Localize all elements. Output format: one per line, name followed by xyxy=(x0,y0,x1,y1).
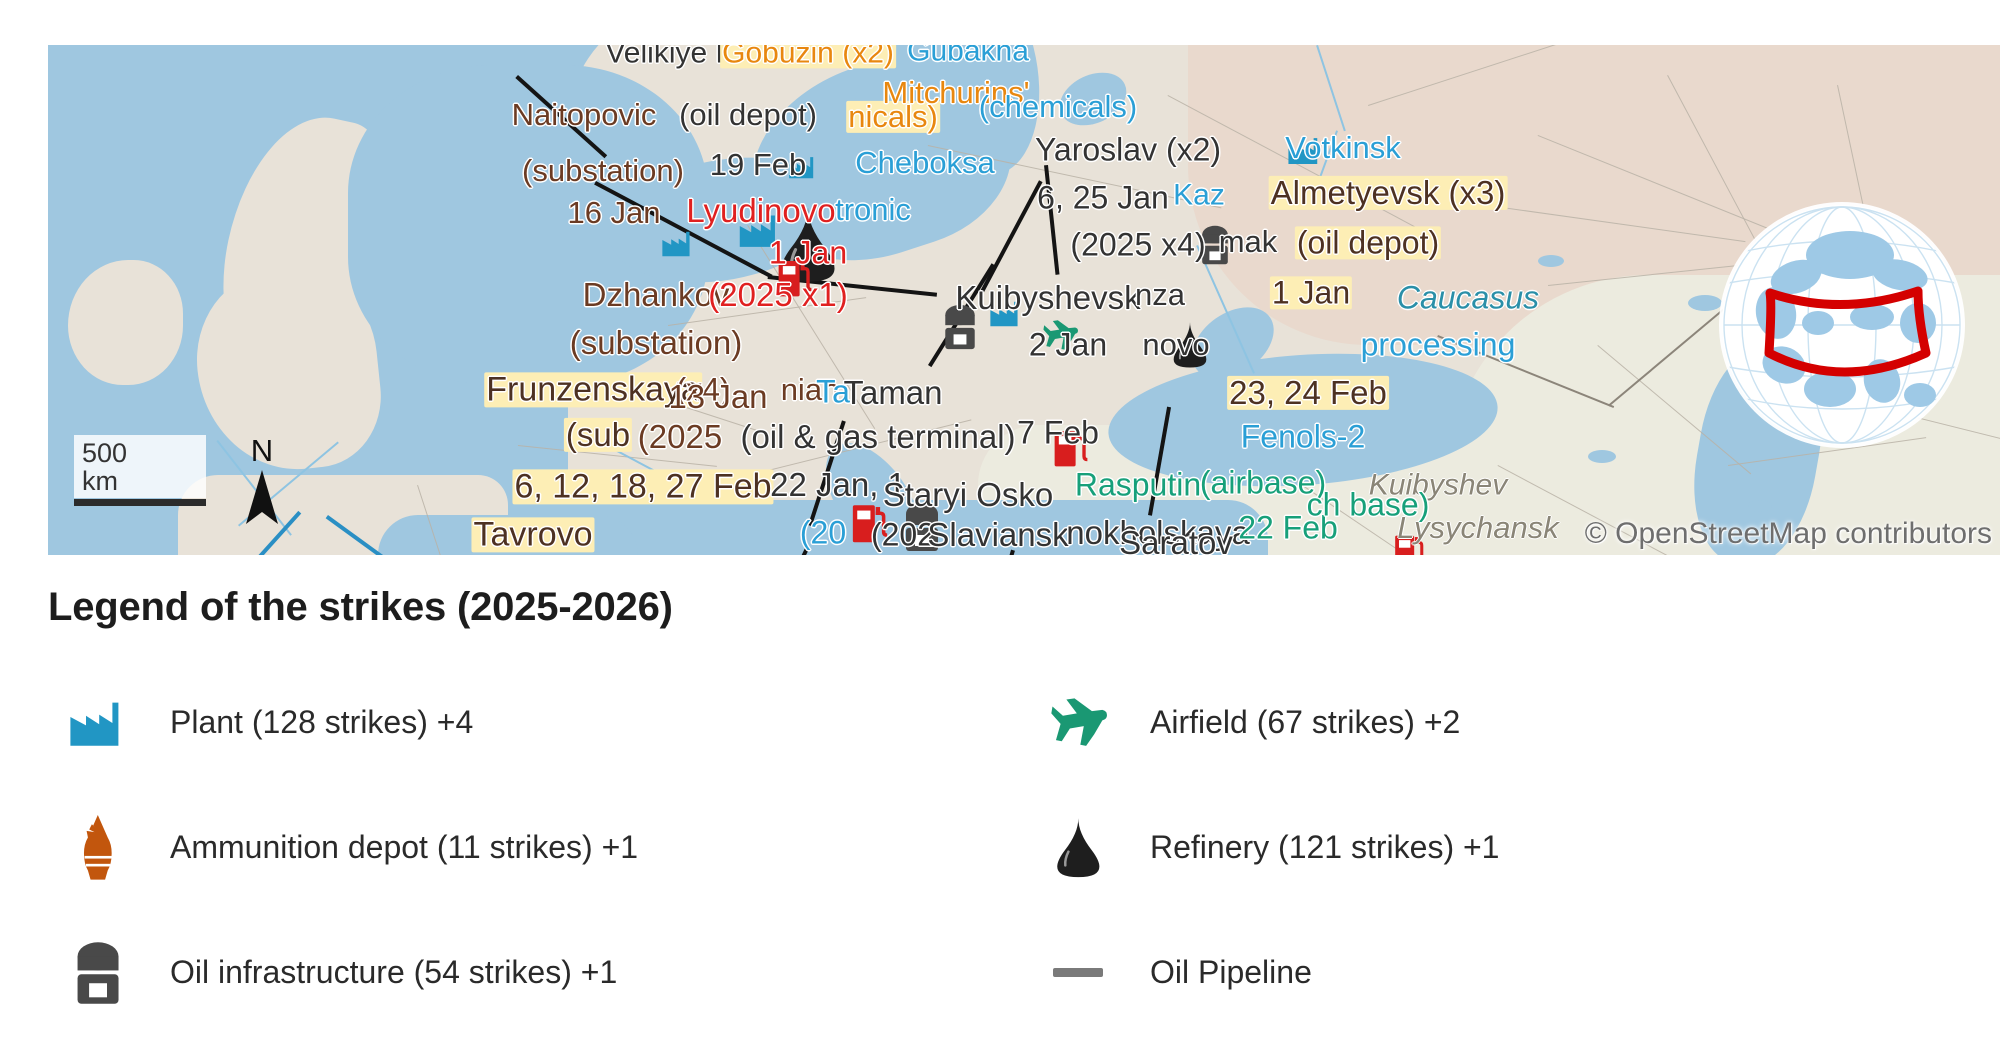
bomb-icon xyxy=(60,814,136,881)
legend-item[interactable]: Oil infrastructure (54 strikes) +1 xyxy=(60,910,960,1035)
north-arrow: N xyxy=(238,435,286,533)
legend-title: Legend of the strikes (2025-2026) xyxy=(48,585,673,629)
legend-item-label: Refinery (121 strikes) +1 xyxy=(1150,829,1500,865)
oil-tank-icon xyxy=(60,941,136,1005)
legend-column-right: Airfield (67 strikes) +2 Refinery (121 st… xyxy=(1040,660,1940,1035)
map-marker-plant[interactable] xyxy=(989,300,1023,327)
map-marker-plant[interactable] xyxy=(738,213,782,248)
legend-column-left: Plant (128 strikes) +4 Ammunition depot (… xyxy=(60,660,960,1035)
north-arrow-label: N xyxy=(250,433,274,468)
scale-bar-unit: km xyxy=(82,466,118,497)
map-marker-refinery-drop[interactable] xyxy=(1173,321,1208,369)
pipeline-icon xyxy=(1040,968,1116,977)
legend-item[interactable]: Airfield (67 strikes) +2 xyxy=(1040,660,1940,785)
landmass-ireland xyxy=(68,260,183,385)
map-marker-airfield[interactable] xyxy=(1042,319,1078,351)
map-marker-plant[interactable] xyxy=(788,155,818,179)
droplet-icon xyxy=(1040,817,1116,879)
legend-item[interactable]: Refinery (121 strikes) +1 xyxy=(1040,785,1940,910)
map-container[interactable]: Velikiye Luki Gobuzin (x2) Gubakha Naitopov… xyxy=(48,45,2000,555)
legend-item[interactable]: Plant (128 strikes) +4 xyxy=(60,660,960,785)
map-marker-fuel-station[interactable] xyxy=(777,256,813,298)
map-marker-oil-tank[interactable] xyxy=(943,304,976,350)
water-lake xyxy=(1688,295,1722,311)
scale-bar-line xyxy=(74,498,206,506)
map-marker-oil-tank[interactable] xyxy=(1201,225,1230,265)
map-attribution[interactable]: © OpenStreetMap contributors xyxy=(1584,517,1992,550)
map-marker-fuel-station[interactable] xyxy=(851,500,889,544)
legend-item-label: Airfield (67 strikes) +2 xyxy=(1150,704,1461,740)
north-arrow-icon xyxy=(246,470,278,524)
globe-inset-icon xyxy=(1723,206,1961,444)
map-marker-fuel-station[interactable] xyxy=(1394,531,1427,555)
water-lake xyxy=(1748,500,1772,512)
water-lake xyxy=(1538,255,1564,267)
scale-bar-text: 500 km xyxy=(74,435,206,498)
legend-item[interactable]: Ammunition depot (11 strikes) +1 xyxy=(60,785,960,910)
map-marker-plant[interactable] xyxy=(661,230,695,257)
legend-item-label: Oil infrastructure (54 strikes) +1 xyxy=(170,954,618,990)
legend-item-label: Oil Pipeline xyxy=(1150,954,1312,990)
legend-item-label: Ammunition depot (11 strikes) +1 xyxy=(170,829,639,865)
map-marker-fuel-station[interactable] xyxy=(1053,426,1089,468)
factory-icon xyxy=(60,699,136,746)
airplane-icon xyxy=(1040,696,1116,748)
globe-inset xyxy=(1722,205,1962,445)
map-marker-plant[interactable] xyxy=(1287,136,1323,165)
water-lake xyxy=(1588,450,1616,463)
legend-item-label: Plant (128 strikes) +4 xyxy=(170,704,474,740)
scale-bar-value: 500 xyxy=(82,438,128,468)
water-western-mediterranean xyxy=(378,515,638,555)
map-canvas[interactable]: Velikiye Luki Gobuzin (x2) Gubakha Naitopov… xyxy=(48,45,2000,555)
map-marker-oil-tank[interactable] xyxy=(904,502,940,552)
legend-item[interactable]: Oil Pipeline xyxy=(1040,910,1940,1035)
scale-bar: 500 km xyxy=(74,435,206,506)
